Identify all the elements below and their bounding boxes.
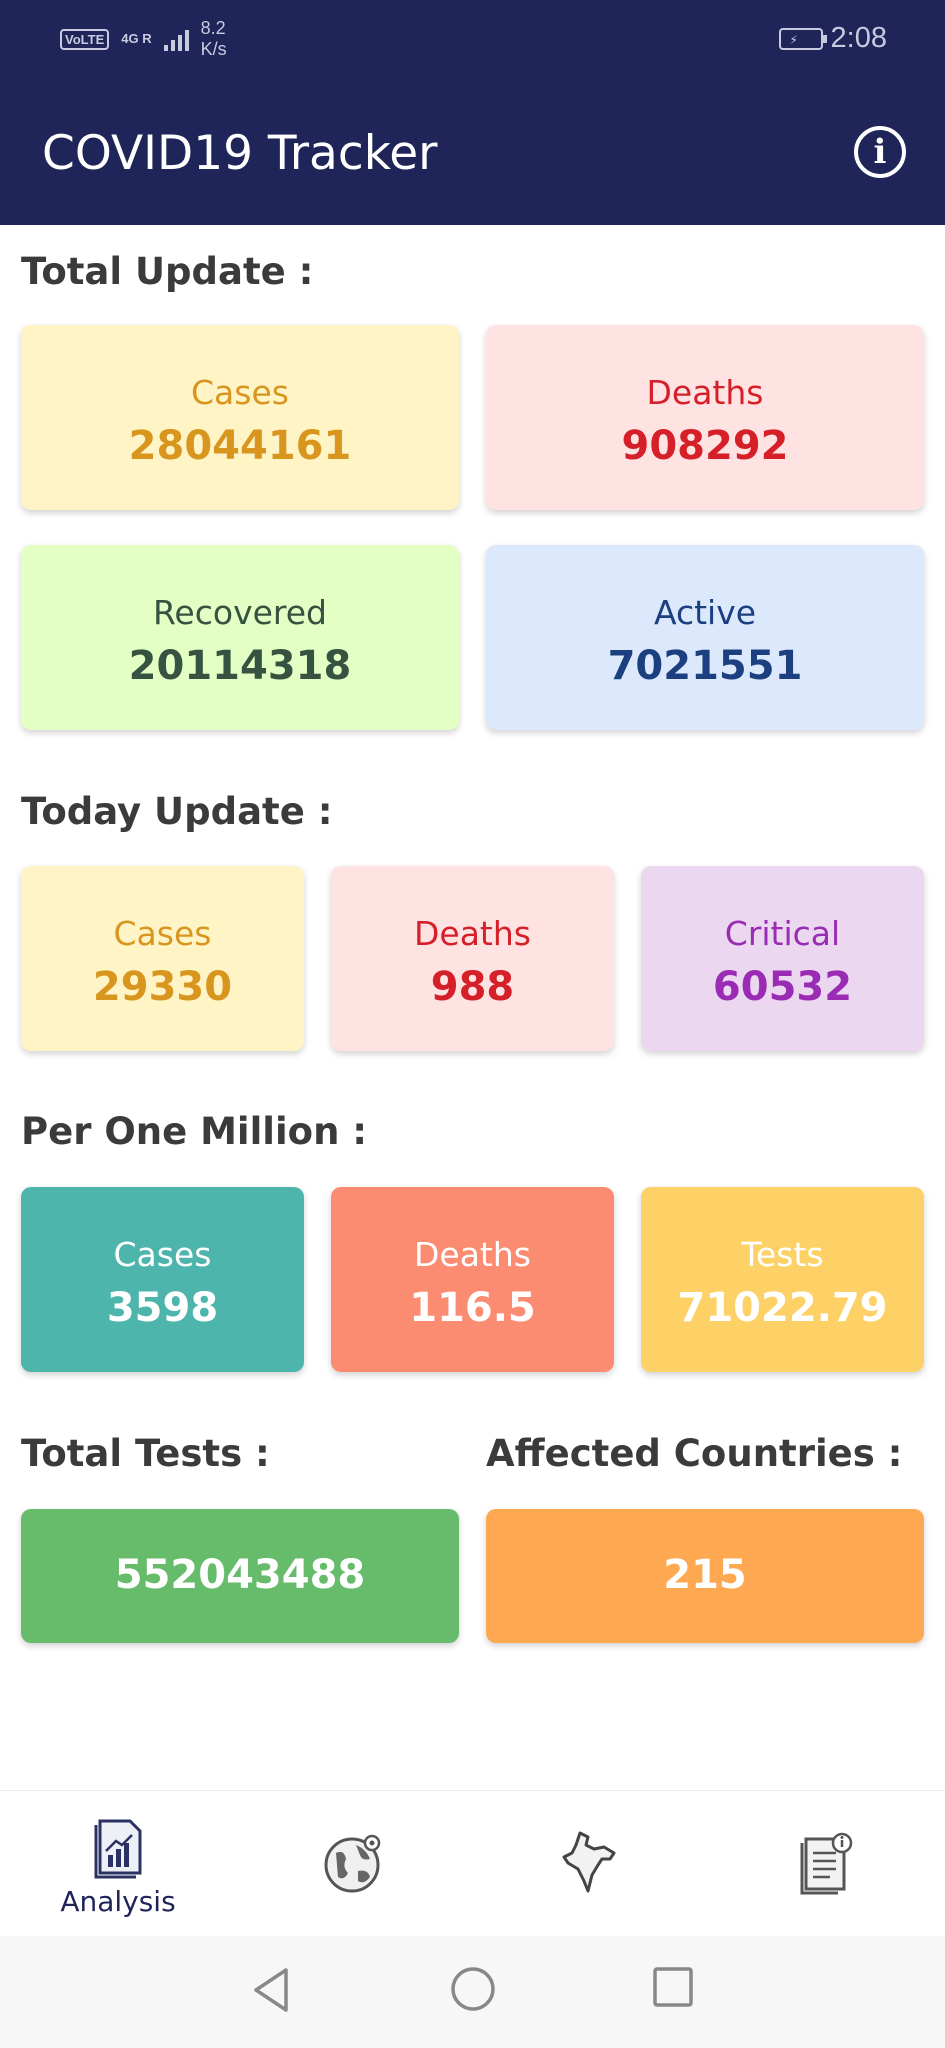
network-speed: 8.2 K/s xyxy=(200,18,227,59)
news-document-icon xyxy=(800,1832,853,1895)
card-label: Deaths xyxy=(414,914,531,953)
nav-item-world[interactable] xyxy=(236,1791,472,1937)
status-bar: VoLTE 4G R 8.2 K/s ⚡ 2:08 xyxy=(0,0,945,80)
info-icon[interactable]: i xyxy=(854,126,906,178)
system-navigation-bar xyxy=(0,1936,945,2048)
card-label: Cases xyxy=(191,373,289,412)
card-value: 60532 xyxy=(712,964,853,1010)
card-value: 215 xyxy=(663,1552,747,1598)
status-left: VoLTE 4G R 8.2 K/s xyxy=(60,18,241,60)
today-update-heading: Today Update : xyxy=(21,790,333,833)
card-value: 116.5 xyxy=(409,1285,536,1331)
total-recovered-card[interactable]: Recovered 20114318 xyxy=(21,545,459,730)
back-icon[interactable] xyxy=(250,1966,292,2014)
card-value: 988 xyxy=(430,964,515,1010)
card-label: Cases xyxy=(113,1235,212,1274)
today-critical-card[interactable]: Critical 60532 xyxy=(641,866,924,1051)
card-value: 29330 xyxy=(92,964,233,1010)
battery-icon: ⚡ xyxy=(778,27,827,50)
signal-icon xyxy=(163,27,189,51)
volte-badge: VoLTE xyxy=(60,28,110,50)
card-value: 7021551 xyxy=(607,643,803,689)
per-million-deaths-card[interactable]: Deaths 116.5 xyxy=(331,1187,614,1372)
card-value: 552043488 xyxy=(114,1552,366,1598)
today-deaths-card[interactable]: Deaths 988 xyxy=(331,866,614,1051)
affected-countries-card[interactable]: 215 xyxy=(486,1509,924,1643)
total-update-heading: Total Update : xyxy=(21,250,314,293)
total-tests-heading: Total Tests : xyxy=(21,1432,270,1475)
card-label: Recovered xyxy=(152,593,327,632)
home-icon[interactable] xyxy=(450,1966,496,2012)
app-title: COVID19 Tracker xyxy=(42,126,438,181)
total-active-card[interactable]: Active 7021551 xyxy=(486,545,924,730)
nav-item-news[interactable] xyxy=(708,1791,944,1937)
card-label: Cases xyxy=(113,914,212,953)
card-value: 20114318 xyxy=(128,643,352,689)
recent-apps-icon[interactable] xyxy=(652,1966,694,2008)
nav-item-analysis[interactable]: Analysis xyxy=(0,1791,236,1937)
nav-item-india[interactable] xyxy=(472,1791,708,1937)
total-tests-card[interactable]: 552043488 xyxy=(21,1509,459,1643)
card-value: 908292 xyxy=(621,423,789,469)
card-label: Critical xyxy=(724,914,841,953)
network-type: 4G R xyxy=(121,31,152,46)
card-value: 3598 xyxy=(106,1285,219,1331)
total-cases-card[interactable]: Cases 28044161 xyxy=(21,325,459,510)
clock: 2:08 xyxy=(830,22,887,54)
nav-label-analysis: Analysis xyxy=(60,1885,176,1918)
card-label: Deaths xyxy=(414,1235,531,1274)
app-bar: VoLTE 4G R 8.2 K/s ⚡ 2:08 COVID19 Tracke… xyxy=(0,0,945,225)
affected-countries-heading: Affected Countries : xyxy=(486,1432,903,1475)
per-million-cases-card[interactable]: Cases 3598 xyxy=(21,1187,304,1372)
analysis-report-icon xyxy=(94,1819,142,1879)
per-million-tests-card[interactable]: Tests 71022.79 xyxy=(641,1187,924,1372)
card-value: 28044161 xyxy=(128,423,352,469)
total-deaths-card[interactable]: Deaths 908292 xyxy=(486,325,924,510)
status-right: ⚡ 2:08 xyxy=(778,22,887,55)
card-label: Deaths xyxy=(646,373,764,412)
today-cases-card[interactable]: Cases 29330 xyxy=(21,866,304,1051)
card-label: Tests xyxy=(741,1235,824,1274)
globe-icon xyxy=(324,1834,381,1893)
per-million-heading: Per One Million : xyxy=(21,1110,368,1153)
india-map-icon xyxy=(562,1831,616,1893)
card-label: Active xyxy=(653,593,757,632)
bottom-navigation: Analysis xyxy=(0,1790,945,1936)
card-value: 71022.79 xyxy=(677,1285,888,1331)
